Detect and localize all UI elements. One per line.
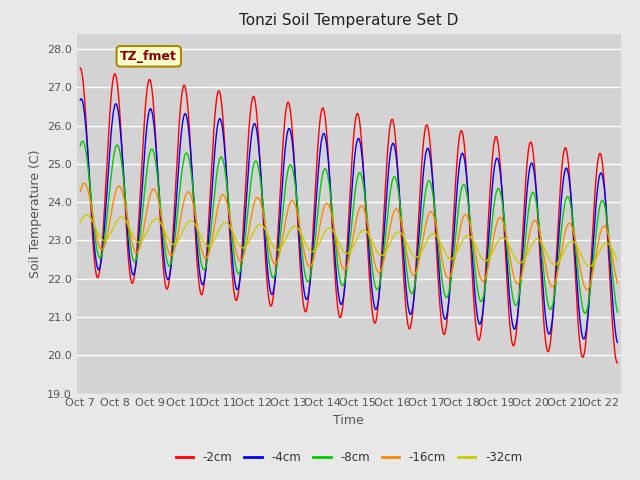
Title: Tonzi Soil Temperature Set D: Tonzi Soil Temperature Set D bbox=[239, 13, 458, 28]
-8cm bbox=[173, 215, 181, 221]
-16cm bbox=[280, 225, 288, 231]
-8cm bbox=[76, 143, 84, 149]
-2cm bbox=[614, 360, 621, 366]
-4cm bbox=[614, 339, 621, 345]
-8cm bbox=[232, 263, 239, 268]
-4cm bbox=[280, 155, 288, 161]
-16cm bbox=[543, 268, 550, 274]
-32cm bbox=[586, 264, 593, 269]
-4cm bbox=[232, 283, 239, 288]
-2cm bbox=[183, 94, 191, 100]
-16cm bbox=[76, 189, 84, 194]
-8cm bbox=[614, 309, 621, 315]
-8cm bbox=[543, 293, 550, 299]
-32cm bbox=[183, 220, 191, 226]
-4cm bbox=[183, 116, 191, 122]
-8cm bbox=[483, 269, 491, 275]
Line: -2cm: -2cm bbox=[80, 68, 618, 363]
-16cm bbox=[81, 180, 88, 186]
-16cm bbox=[583, 287, 591, 292]
-8cm bbox=[79, 138, 86, 144]
-2cm bbox=[232, 296, 239, 301]
X-axis label: Time: Time bbox=[333, 414, 364, 427]
-16cm bbox=[173, 236, 181, 241]
-4cm bbox=[543, 323, 550, 328]
-32cm bbox=[614, 257, 621, 263]
-4cm bbox=[483, 260, 491, 265]
-16cm bbox=[614, 280, 621, 286]
-16cm bbox=[483, 270, 491, 276]
-4cm bbox=[173, 186, 181, 192]
-32cm bbox=[76, 220, 84, 226]
Line: -32cm: -32cm bbox=[80, 215, 618, 266]
-16cm bbox=[183, 190, 191, 195]
-16cm bbox=[232, 247, 239, 252]
-8cm bbox=[581, 311, 589, 316]
-4cm bbox=[76, 97, 84, 103]
-32cm bbox=[83, 212, 91, 218]
-32cm bbox=[232, 236, 239, 241]
Text: TZ_fmet: TZ_fmet bbox=[120, 50, 177, 63]
Line: -8cm: -8cm bbox=[80, 141, 618, 313]
-2cm bbox=[483, 251, 490, 256]
-32cm bbox=[483, 258, 491, 264]
-2cm bbox=[280, 127, 288, 133]
Line: -16cm: -16cm bbox=[80, 183, 618, 289]
-32cm bbox=[543, 250, 550, 256]
-2cm bbox=[76, 65, 84, 71]
Legend: -2cm, -4cm, -8cm, -16cm, -32cm: -2cm, -4cm, -8cm, -16cm, -32cm bbox=[171, 446, 527, 469]
-4cm bbox=[77, 96, 85, 102]
-2cm bbox=[542, 343, 550, 348]
-8cm bbox=[280, 193, 288, 199]
-32cm bbox=[280, 239, 288, 245]
-8cm bbox=[183, 151, 191, 156]
Line: -4cm: -4cm bbox=[80, 99, 618, 342]
-32cm bbox=[173, 239, 181, 245]
-2cm bbox=[173, 163, 180, 169]
Y-axis label: Soil Temperature (C): Soil Temperature (C) bbox=[29, 149, 42, 278]
